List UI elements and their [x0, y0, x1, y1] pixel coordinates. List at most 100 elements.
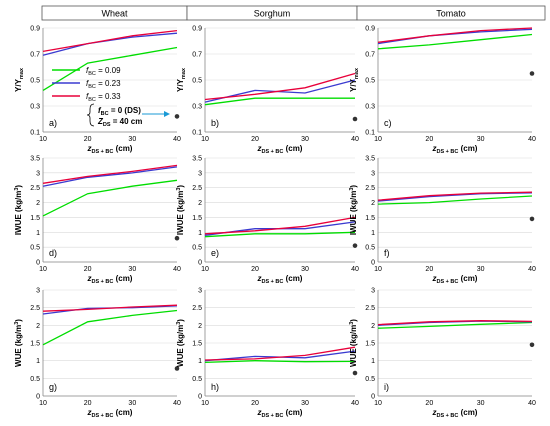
x-tick-label: 10 [374, 136, 382, 143]
series-line-1 [42, 166, 178, 187]
series-line-2 [377, 191, 533, 201]
x-tick-label: 30 [477, 266, 485, 273]
ds-point [529, 71, 535, 76]
series-line-1 [42, 32, 178, 56]
ds-point [174, 114, 180, 119]
y-tick-label: 0.5 [30, 78, 40, 85]
series-line-0 [42, 46, 178, 91]
ds-point [529, 342, 535, 348]
y-axis-label: IWUE (kg/m3) [349, 185, 358, 236]
y-tick-label: 0.7 [365, 52, 375, 59]
annotation-brace [86, 103, 95, 127]
x-tick-label: 10 [201, 266, 209, 273]
ds-point [352, 370, 358, 376]
y-tick-label: 3.5 [192, 156, 202, 163]
x-tick-label: 40 [351, 136, 359, 143]
x-tick-label: 40 [528, 136, 536, 143]
x-axis-label: zDS + BC (cm) [87, 274, 133, 285]
x-tick-label: 30 [301, 400, 309, 407]
y-tick-label: 2 [371, 200, 375, 207]
panel-g: 0 0.5 1 1.5 2 2.5 3 10 20 30 40 g) zDS + BC (cm) WUE … [14, 288, 181, 420]
x-tick-label: 10 [39, 400, 47, 407]
x-axis-label: zDS + BC (cm) [432, 274, 478, 285]
ds-point [352, 116, 358, 122]
y-tick-label: 0 [371, 394, 375, 401]
series-line-2 [204, 72, 356, 101]
y-tick-label: 2 [198, 200, 202, 207]
ds-point [529, 216, 535, 222]
x-tick-label: 20 [425, 136, 433, 143]
series-line-0 [204, 97, 355, 106]
y-tick-label: 0 [198, 394, 202, 401]
y-tick-label: 0.9 [192, 26, 202, 33]
series-line-2 [377, 320, 533, 326]
panels: 0.10.30.50.70.910 20 30 40a)zDS + BC (cm)Y/… [14, 26, 536, 420]
panel-h: 0 0.5 1 1.5 2 2.5 3 10 20 30 40 h) zDS + BC (cm) WUE … [176, 288, 359, 420]
ds-annotation: fBC = 0 (DS) ZDS = 40 cm [86, 103, 170, 128]
ds-point [174, 366, 180, 371]
y-tick-label: 0.5 [365, 376, 375, 383]
series-line-0 [42, 179, 178, 217]
y-axis-label: WUE (kg/m3) [176, 319, 185, 367]
x-tick-label: 10 [374, 266, 382, 273]
y-tick-label: 0.5 [365, 78, 375, 85]
panel-label: b) [211, 118, 219, 128]
series-line-0 [377, 33, 533, 50]
y-tick-label: 1 [198, 358, 202, 365]
legend-item-1: fBC = 0.23 [52, 79, 121, 90]
y-tick-label: 2.5 [365, 305, 375, 312]
y-axis-label: IWUE (kg/m3) [14, 185, 23, 236]
y-tick-label: 2.5 [30, 305, 40, 312]
y-tick-label: 3 [36, 288, 40, 295]
x-tick-label: 30 [477, 136, 485, 143]
annotation-arrow-head [164, 111, 170, 117]
legend: fBC = 0.09 fBC = 0.23 fBC = 0.33 [52, 66, 121, 103]
y-tick-label: 0.1 [365, 130, 375, 137]
x-tick-label: 40 [351, 400, 359, 407]
series-line-2 [204, 346, 356, 361]
x-tick-label: 40 [173, 400, 181, 407]
x-tick-label: 20 [84, 400, 92, 407]
x-axis-label: zDS + BC (cm) [87, 408, 133, 419]
y-axis-label: Y/Ymax [176, 67, 187, 92]
x-tick-label: 30 [128, 266, 136, 273]
y-tick-label: 0.9 [30, 26, 40, 33]
panel-label: g) [49, 382, 57, 392]
panel-label: i) [384, 382, 389, 392]
legend-item-2: fBC = 0.33 [52, 92, 121, 103]
series-line-0 [204, 360, 356, 364]
crop-title-wheat: Wheat [101, 9, 128, 19]
x-axis-label: zDS + BC (cm) [257, 144, 303, 155]
y-axis-label: WUE (kg/m3) [349, 319, 358, 367]
series-line-0 [42, 309, 178, 346]
series-line-0 [377, 195, 533, 205]
y-tick-label: 3.5 [30, 156, 40, 163]
y-tick-label: 3 [36, 170, 40, 177]
x-axis-label: zDS + BC (cm) [87, 144, 133, 155]
series-line-2 [204, 216, 356, 235]
panel-label: e) [211, 248, 219, 258]
y-tick-label: 3 [198, 170, 202, 177]
y-tick-label: 0.3 [192, 104, 202, 111]
y-tick-label: 1 [36, 358, 40, 365]
y-tick-label: 2 [36, 200, 40, 207]
header-box-tomato [356, 5, 546, 21]
x-tick-label: 30 [301, 266, 309, 273]
x-axis-label: zDS + BC (cm) [257, 408, 303, 419]
x-axis-label: zDS + BC (cm) [432, 144, 478, 155]
series-line-2 [377, 27, 533, 43]
x-tick-label: 10 [39, 266, 47, 273]
annotation-line-2: ZDS = 40 cm [97, 117, 142, 128]
y-tick-label: 2 [198, 323, 202, 330]
legend-label-2: fBC = 0.33 [86, 92, 121, 103]
x-tick-label: 20 [251, 136, 259, 143]
annotation-line-1: fBC = 0 (DS) [98, 106, 141, 117]
y-tick-label: 0.5 [30, 376, 40, 383]
x-tick-label: 30 [128, 136, 136, 143]
y-tick-label: 1.5 [30, 341, 40, 348]
y-tick-label: 0.3 [365, 104, 375, 111]
panel-e: 0 0.5 1 1.5 2 2.5 3 3.5 10 20 30 40 e) zDS + BC (cm) I… [176, 156, 359, 286]
y-tick-label: 1 [371, 358, 375, 365]
legend-label-1: fBC = 0.23 [86, 79, 121, 90]
